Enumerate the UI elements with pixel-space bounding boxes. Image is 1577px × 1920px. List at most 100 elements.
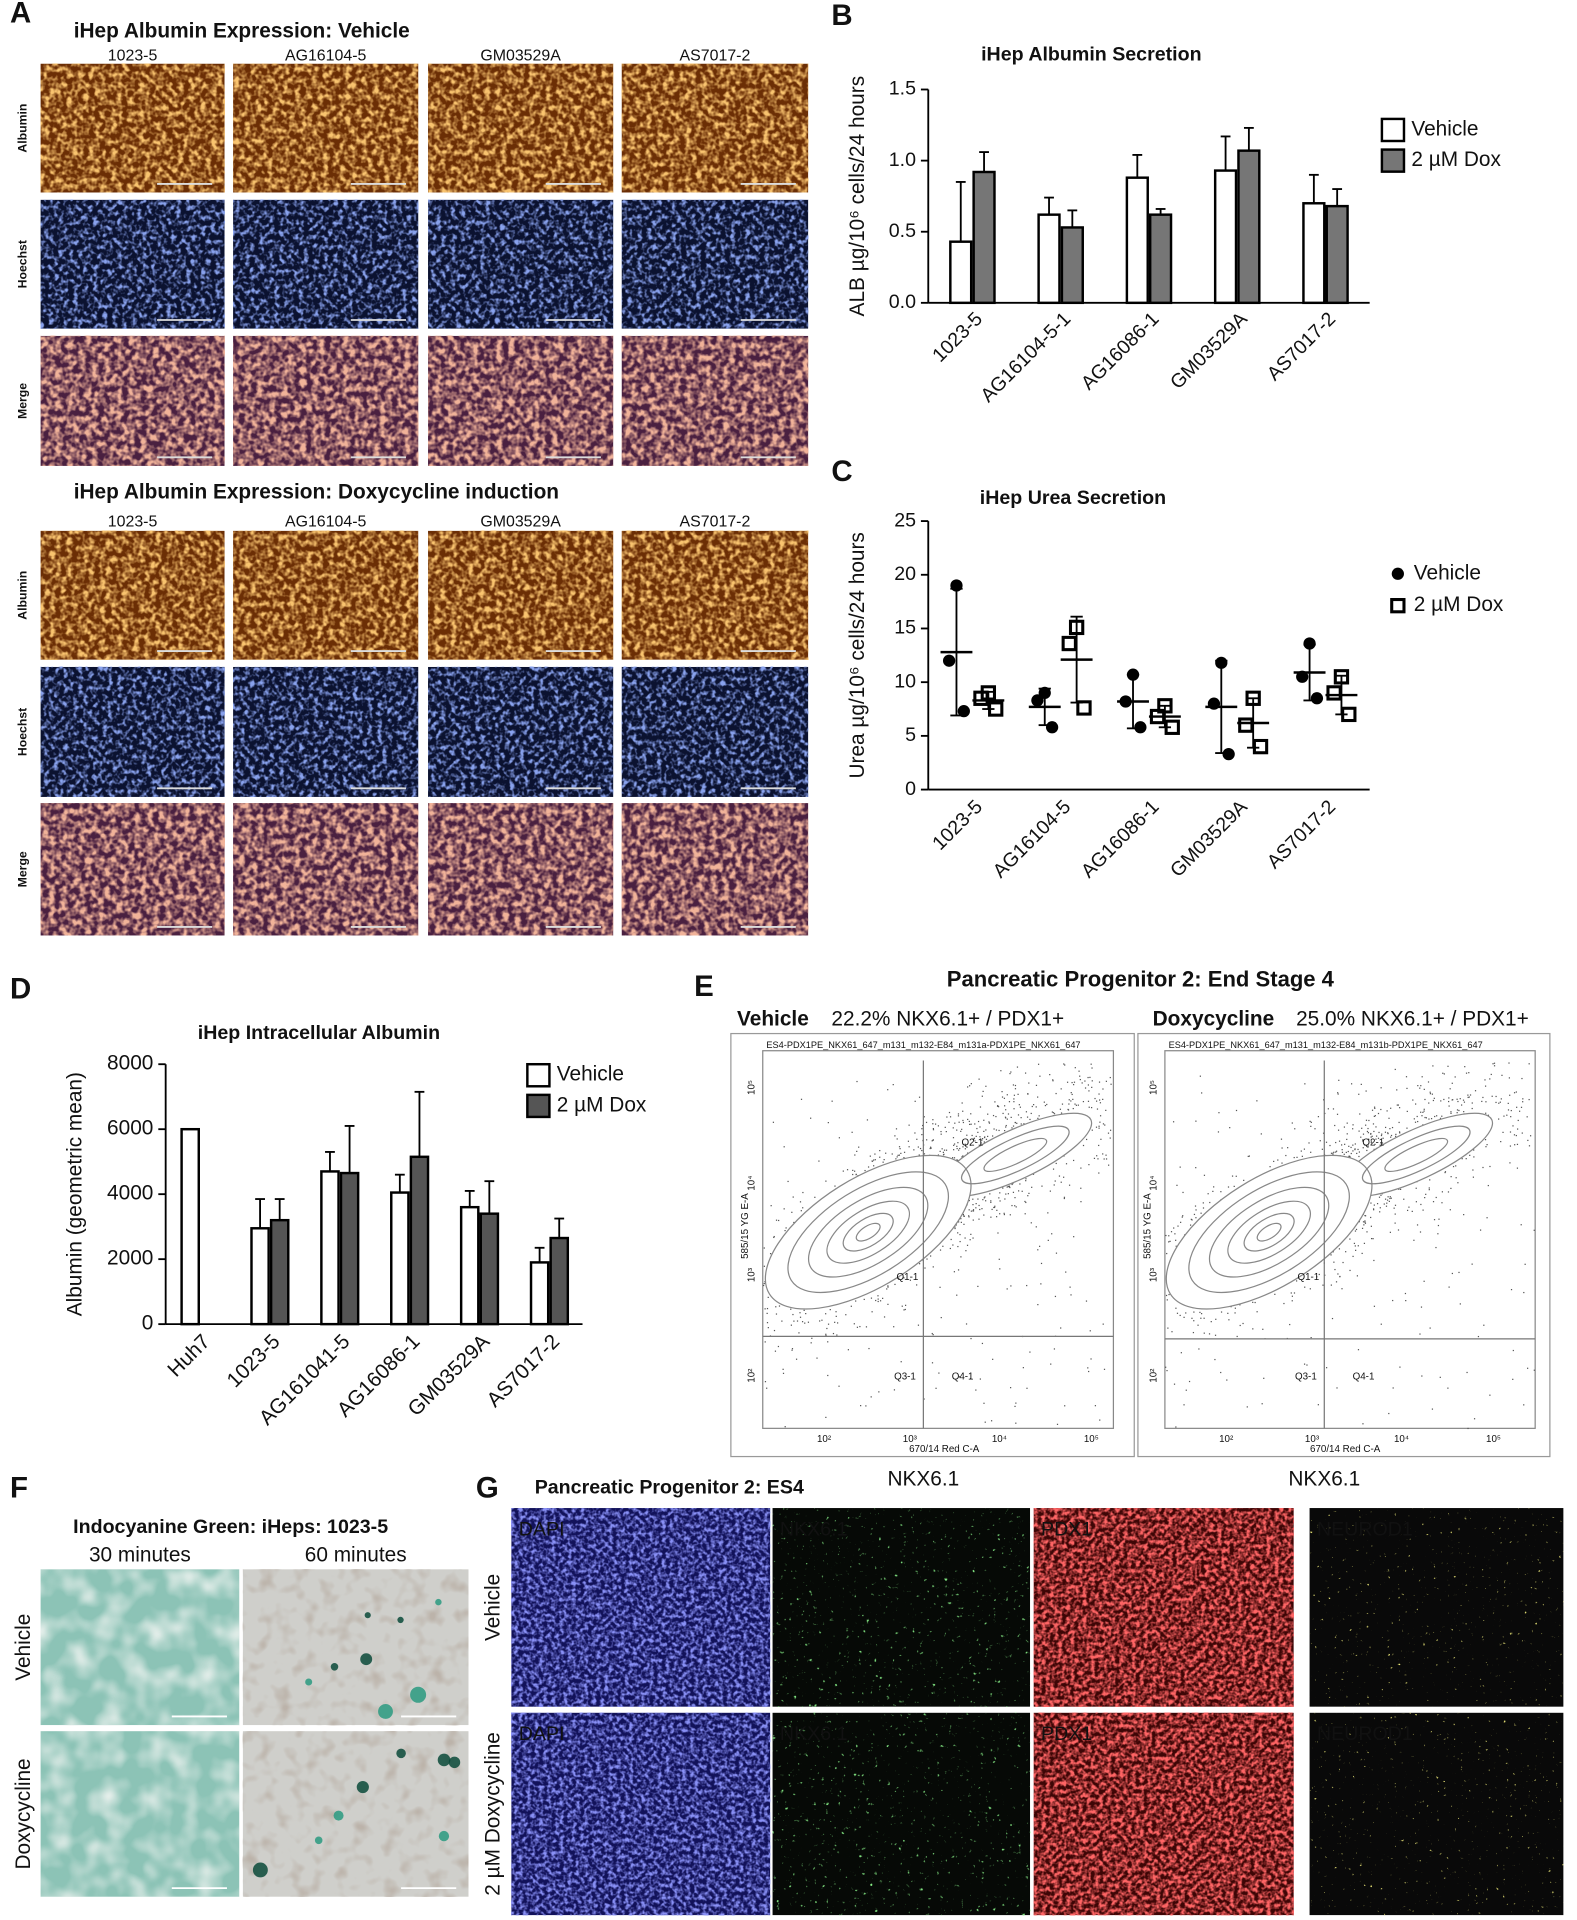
event-dot (953, 1127, 954, 1128)
bar (551, 1238, 568, 1324)
event-dot (1027, 1195, 1028, 1196)
event-dot (897, 1156, 898, 1157)
event-dot (764, 1266, 765, 1267)
x-tick-label: 10⁵ (1084, 1434, 1099, 1445)
event-dot (1342, 1152, 1343, 1153)
event-dot (1008, 1193, 1009, 1194)
event-dot (1310, 1152, 1311, 1153)
event-dot (990, 1217, 991, 1218)
event-dot (1108, 1165, 1109, 1166)
event-dot (1370, 1202, 1371, 1203)
event-dot (1364, 1222, 1365, 1223)
event-dot (1346, 1152, 1347, 1153)
event-dot (1399, 1107, 1400, 1108)
x-tick-label: AG16086-1 (1077, 308, 1163, 394)
event-dot (994, 1206, 995, 1207)
event-dot (1450, 1111, 1451, 1112)
event-dot (982, 1199, 983, 1200)
event-dot (774, 1330, 775, 1331)
event-dot (1177, 1225, 1178, 1226)
event-dot (1218, 1112, 1219, 1113)
y-tick-label: 10⁴ (746, 1176, 757, 1191)
event-dot (1373, 1131, 1374, 1132)
event-dot (868, 1348, 869, 1349)
event-dot (1448, 1191, 1449, 1192)
event-dot (1220, 1372, 1221, 1373)
event-dot (899, 1146, 900, 1147)
column-label: 1023-5 (108, 514, 158, 531)
event-dot (961, 1129, 962, 1130)
event-dot (920, 1148, 921, 1149)
x-tick-label: AS7017-2 (482, 1330, 564, 1412)
event-dot (1014, 1205, 1015, 1206)
event-dot (1395, 1134, 1396, 1135)
bar (1327, 206, 1348, 303)
data-point (1254, 740, 1266, 752)
legend-swatch (1382, 119, 1404, 141)
event-dot (980, 1106, 981, 1107)
event-dot (1391, 1135, 1392, 1136)
event-dot (992, 1135, 993, 1136)
event-dot (828, 1324, 829, 1325)
event-dot (1166, 1295, 1167, 1296)
event-dot (1336, 1281, 1337, 1282)
event-dot (970, 1113, 971, 1114)
event-dot (1472, 1108, 1473, 1109)
event-dot (930, 1148, 931, 1149)
event-dot (1486, 1217, 1487, 1218)
event-dot (1010, 1285, 1011, 1286)
event-dot (1407, 1111, 1408, 1112)
event-dot (963, 1224, 964, 1225)
event-dot (1010, 1387, 1011, 1388)
event-dot (958, 1269, 959, 1270)
micrograph-texture (428, 200, 613, 329)
event-dot (1347, 1133, 1348, 1134)
event-dot (834, 1185, 835, 1186)
event-dot (1492, 1096, 1493, 1097)
event-dot (1016, 1206, 1017, 1207)
event-dot (964, 1237, 965, 1238)
x-tick-label: 10⁴ (992, 1434, 1007, 1445)
event-dot (1304, 1149, 1305, 1150)
event-dot (1483, 1325, 1484, 1326)
event-dot (1010, 1214, 1011, 1215)
event-dot (1453, 1166, 1454, 1167)
event-dot (1051, 1233, 1052, 1234)
event-dot (1037, 1249, 1038, 1250)
event-dot (1372, 1238, 1373, 1239)
event-dot (887, 1304, 888, 1305)
event-dot (1180, 1315, 1181, 1316)
event-dot (979, 1209, 980, 1210)
event-dot (1424, 1109, 1425, 1110)
event-dot (984, 1196, 985, 1197)
event-dot (791, 1325, 792, 1326)
event-dot (878, 1301, 879, 1302)
event-dot (1308, 1142, 1309, 1143)
data-point (1134, 721, 1146, 733)
event-dot (854, 1171, 855, 1172)
event-dot (1204, 1175, 1205, 1176)
event-dot (1509, 1162, 1510, 1163)
event-dot (1355, 1250, 1356, 1251)
event-dot (1434, 1116, 1435, 1117)
event-dot (839, 1137, 840, 1138)
row-label: Albumin (16, 571, 30, 620)
event-dot (1110, 1130, 1111, 1131)
event-dot (1070, 1100, 1071, 1101)
event-dot (902, 1306, 903, 1307)
y-axis-label: ALB µg/10⁶ cells/24 hours (846, 76, 869, 317)
event-dot (1055, 1093, 1056, 1094)
event-dot (1037, 1118, 1038, 1119)
event-dot (1516, 1107, 1517, 1108)
event-dot (860, 1405, 861, 1406)
micrograph-texture (41, 667, 225, 797)
event-dot (1374, 1204, 1375, 1205)
event-dot (802, 1192, 803, 1193)
event-dot (1421, 1375, 1422, 1376)
event-dot (1451, 1176, 1452, 1177)
event-dot (1368, 1132, 1369, 1133)
event-dot (1395, 1069, 1396, 1070)
event-dot (1098, 1126, 1099, 1127)
event-dot (801, 1210, 802, 1211)
panel-title: Indocyanine Green: iHeps: 1023-5 (73, 1516, 388, 1538)
